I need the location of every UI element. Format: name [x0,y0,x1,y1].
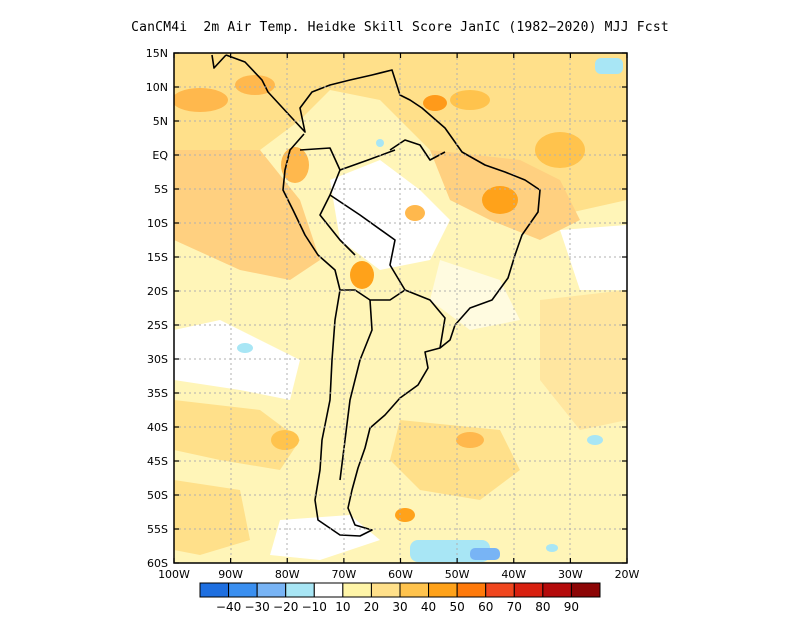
lon-label: 40W [501,568,526,581]
colorbar-label: 70 [507,600,522,614]
colorbar-swatch [399,582,430,598]
colorbar-swatch [428,582,458,598]
colorbar: −40 −30 −20 −10 10 20 30 40 50 60 70 80 90 [199,582,601,614]
lon-label: 90W [218,568,243,581]
colorbar-label: 40 [421,600,436,614]
colorbar-swatch [370,582,401,598]
colorbar-swatch [285,582,315,598]
colorbar-label: 90 [564,600,579,614]
lon-label: 30W [558,568,583,581]
figure-title: CanCM4i 2m Air Temp. Heidke Skill Score … [131,20,669,35]
lon-label: 80W [275,568,300,581]
lat-label: 10S [147,217,168,230]
lat-label: 50S [147,489,168,502]
colorbar-swatch [513,582,544,598]
lat-label: 30S [147,353,168,366]
colorbar-swatch [456,582,487,598]
lat-label: 15N [146,47,168,60]
colorbar-swatch [570,582,601,598]
lat-label: 55S [147,523,168,536]
colorbar-swatch [256,582,287,598]
colorbar-label: 20 [364,600,379,614]
colorbar-label: 10 [335,600,350,614]
lat-label: 20S [147,285,168,298]
colorbar-swatch [542,582,572,598]
lat-label: 5N [153,115,168,128]
lat-label: 60S [147,557,168,570]
lon-label: 100W [158,568,190,581]
colorbar-swatch [342,582,372,598]
lon-label: 50W [445,568,470,581]
latitude-axis: 15N 10N 5N EQ 5S 10S 15S 20S 25S 30S 35S 40S 45S 50S 5… [146,47,627,570]
lon-label: 70W [331,568,356,581]
colorbar-label: −30 [244,600,269,614]
lat-label: 40S [147,421,168,434]
lat-label: 25S [147,319,168,332]
lat-label: 35S [147,387,168,400]
lat-label: 45S [147,455,168,468]
colorbar-label: 50 [450,600,465,614]
lon-label: 20W [615,568,640,581]
colorbar-label: 30 [392,600,407,614]
lat-label: EQ [152,149,168,162]
colorbar-swatch [313,582,344,598]
colorbar-swatch [228,582,258,598]
colorbar-label: 80 [535,600,550,614]
lon-label: 60W [388,568,413,581]
lat-label: 5S [154,183,168,196]
graticule [174,53,627,563]
lat-label: 10N [146,81,168,94]
colorbar-label: 60 [478,600,493,614]
colorbar-label: −20 [273,600,298,614]
colorbar-swatch [199,582,230,598]
colorbar-label: −40 [216,600,241,614]
colorbar-label: −10 [302,600,327,614]
colorbar-swatch [485,582,515,598]
lat-label: 15S [147,251,168,264]
longitude-axis: 100W 90W 80W 70W 60W 50W 40W 30W 20W [158,53,640,581]
